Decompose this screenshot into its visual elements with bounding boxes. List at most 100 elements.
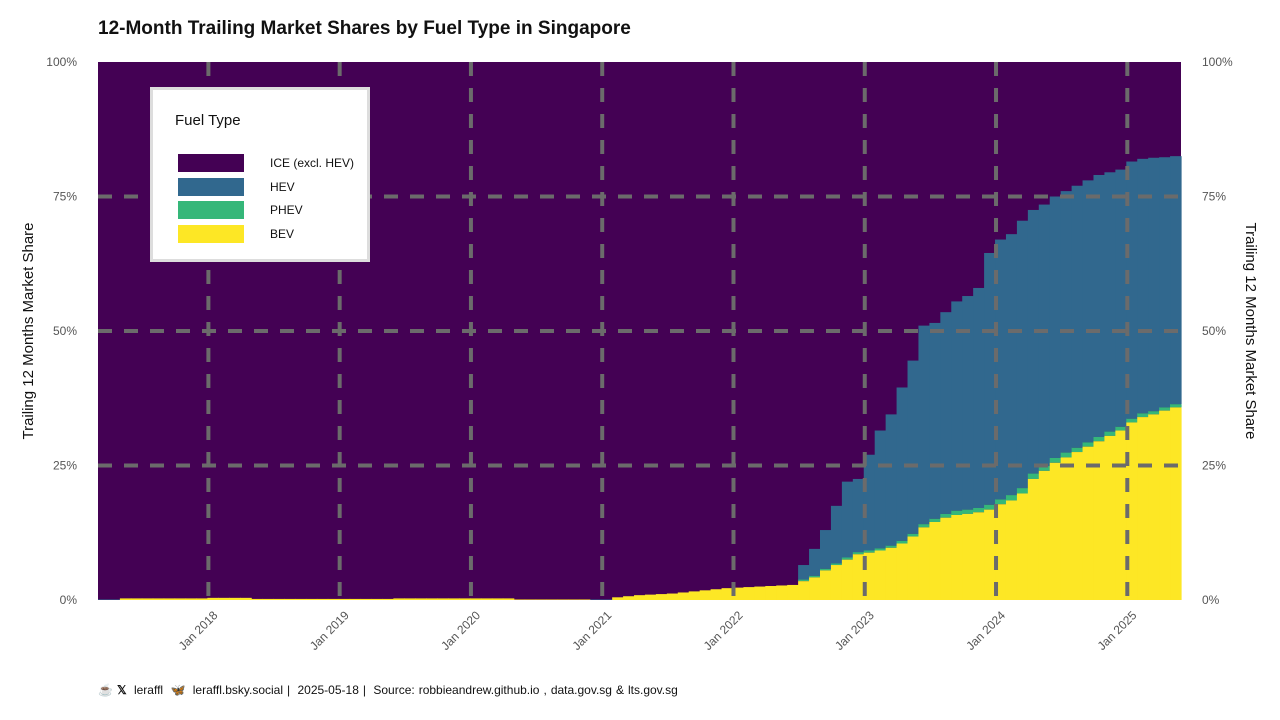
- bev-bar: [294, 598, 307, 600]
- author-handle[interactable]: leraffl: [133, 683, 164, 697]
- ampersand: &: [615, 683, 624, 697]
- bev-bar: [655, 594, 668, 600]
- bev-bar: [612, 597, 624, 600]
- x-tick-label: Jan 2023: [832, 608, 877, 653]
- bev-bar: [448, 598, 460, 600]
- hev-bar: [108, 599, 121, 600]
- phev-bar: [929, 518, 941, 522]
- bev-bar: [535, 599, 548, 600]
- phev-bar: [852, 552, 865, 555]
- hev-bar: [809, 548, 821, 576]
- hev-bar: [907, 360, 920, 534]
- legend-swatch-ice: [178, 154, 244, 172]
- bev-bar: [852, 554, 865, 600]
- phev-bar: [940, 513, 952, 518]
- bev-bar: [480, 598, 493, 600]
- bev-bar: [743, 587, 755, 600]
- source-link-1[interactable]: robbieandrew.github.io: [418, 683, 540, 697]
- bev-bar: [820, 570, 832, 600]
- bev-bar: [437, 598, 449, 600]
- y-axis-title-right: Trailing 12 Months Market Share: [1242, 222, 1259, 439]
- bev-bar: [502, 598, 515, 600]
- hev-bar: [601, 599, 613, 600]
- y-tick-label-left: 25%: [53, 459, 77, 473]
- bev-bar: [787, 584, 799, 600]
- coffee-icon[interactable]: ☕: [98, 683, 113, 697]
- phev-bar: [896, 540, 909, 544]
- phev-bar: [907, 533, 920, 537]
- bev-bar: [1082, 446, 1095, 600]
- hev-bar: [1159, 157, 1171, 408]
- bev-bar: [995, 504, 1007, 600]
- bluesky-handle[interactable]: leraffl.bsky.social: [192, 683, 284, 697]
- bev-bar: [349, 598, 362, 600]
- hev-bar: [1170, 156, 1182, 405]
- phev-bar: [951, 510, 963, 515]
- hev-bar: [1038, 204, 1051, 467]
- bev-bar: [732, 587, 745, 600]
- bev-bar: [207, 597, 219, 600]
- bev-bar: [426, 598, 438, 600]
- hev-bar: [951, 301, 963, 511]
- bev-bar: [393, 598, 405, 600]
- bev-bar: [677, 592, 690, 600]
- bev-bar: [469, 598, 482, 600]
- bev-bar: [1027, 478, 1040, 600]
- bev-bar: [1071, 452, 1084, 600]
- butterfly-icon[interactable]: 🦋: [170, 683, 186, 697]
- separator: |: [362, 683, 366, 697]
- phev-bar: [1148, 411, 1160, 415]
- hev-bar: [940, 312, 952, 514]
- bev-bar: [918, 527, 930, 600]
- bev-bar: [568, 599, 580, 600]
- bev-bar: [688, 591, 701, 600]
- phev-bar: [995, 499, 1007, 505]
- bev-bar: [305, 598, 318, 600]
- y-axis-left: 0% 25% 50% 75% 100%: [46, 55, 77, 607]
- phev-bar: [984, 504, 996, 510]
- x-logo-icon[interactable]: 𝕏: [116, 683, 127, 697]
- bev-bar: [710, 589, 723, 600]
- bev-bar: [546, 599, 559, 600]
- hev-bar: [820, 530, 832, 569]
- bev-bar: [830, 565, 843, 600]
- x-tick-label: Jan 2019: [307, 608, 352, 653]
- phev-bar: [1005, 495, 1018, 501]
- phev-bar: [798, 579, 810, 582]
- y-tick-label-left: 100%: [46, 55, 77, 69]
- hev-bar: [98, 599, 110, 600]
- hev-bar: [852, 478, 865, 553]
- bev-bar: [798, 581, 810, 600]
- y-tick-label-right: 25%: [1202, 459, 1226, 473]
- bev-bar: [415, 598, 427, 600]
- bev-bar: [524, 599, 537, 600]
- bev-bar: [1126, 422, 1138, 600]
- phev-bar: [1060, 452, 1073, 458]
- source-link-2[interactable]: data.gov.sg: [550, 683, 612, 697]
- y-tick-label-right: 0%: [1202, 593, 1220, 607]
- bev-bar: [262, 598, 274, 600]
- y-axis-title-left: Trailing 12 Months Market Share: [20, 222, 37, 439]
- source-link-3[interactable]: lts.gov.sg: [627, 683, 678, 697]
- bev-bar: [1093, 441, 1106, 600]
- bev-bar: [962, 513, 974, 600]
- bev-bar: [327, 598, 340, 600]
- phev-bar: [1027, 473, 1040, 479]
- phev-bar: [1126, 418, 1138, 423]
- y-tick-label-right: 100%: [1202, 55, 1233, 69]
- bev-bar: [754, 586, 766, 600]
- bev-bar: [185, 598, 198, 600]
- bev-bar: [218, 597, 230, 600]
- bev-bar: [1159, 410, 1171, 600]
- hev-bar: [841, 481, 854, 558]
- hev-bar: [973, 287, 985, 508]
- phev-bar: [820, 568, 832, 571]
- bev-bar: [130, 598, 143, 600]
- bev-bar: [491, 598, 504, 600]
- x-tick-label: Jan 2021: [570, 608, 615, 653]
- legend-label-phev: PHEV: [270, 203, 303, 217]
- bev-bar: [863, 552, 876, 600]
- bev-bar: [579, 599, 591, 600]
- hev-bar: [1049, 196, 1062, 458]
- phev-bar: [1016, 488, 1029, 494]
